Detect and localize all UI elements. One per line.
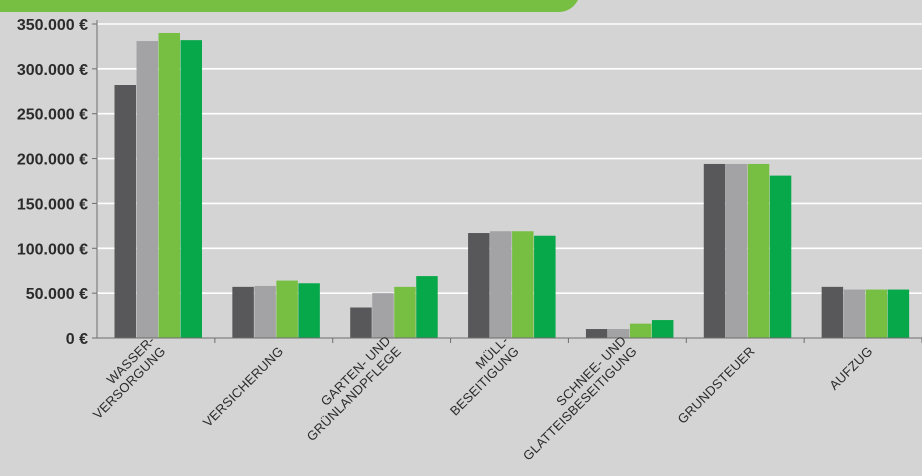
bar xyxy=(512,231,534,338)
bar xyxy=(468,233,490,338)
x-tick-label: GARTEN- UNDGRÜNLANDPFLEGE xyxy=(293,333,404,444)
bar xyxy=(180,40,202,339)
y-axis: 0 € 50.000 € 100.000 € 150.000 € 200.000 € 25… xyxy=(17,17,98,348)
bar xyxy=(821,286,844,338)
x-tick-label: VERSICHERUNG xyxy=(200,344,286,430)
x-tick-label: SCHNEE- UNDGLATTEISBESEITIGUNG xyxy=(509,333,639,463)
bar xyxy=(394,286,416,338)
x-tick-label: GRUNDSTEUER xyxy=(674,344,757,427)
bar xyxy=(490,231,512,338)
bar xyxy=(585,329,608,338)
y-tick-label: 100.000 € xyxy=(17,241,88,258)
bar xyxy=(416,276,438,338)
header-band xyxy=(0,0,578,12)
gridlines xyxy=(97,23,922,294)
y-tick-label: 200.000 € xyxy=(17,152,88,169)
bar xyxy=(769,175,792,338)
bar xyxy=(372,293,394,338)
y-tick-label: 250.000 € xyxy=(17,107,88,124)
bar xyxy=(725,163,748,338)
bar xyxy=(298,283,320,338)
bar xyxy=(534,235,556,338)
bars xyxy=(114,32,910,339)
bar xyxy=(651,320,674,338)
x-tick-label-line: GLATTEISBESEITIGUNG xyxy=(520,344,640,464)
y-tick-label: 0 € xyxy=(66,331,88,348)
bar xyxy=(254,285,276,338)
y-tick-label: 150.000 € xyxy=(17,196,88,213)
x-tick-label: WASSER-VERSORGUNG xyxy=(79,333,168,422)
x-axis: WASSER-VERSORGUNG VERSICHERUNG GARTEN- UND… xyxy=(79,333,922,463)
bar xyxy=(350,307,372,338)
y-tick-label: 300.000 € xyxy=(17,62,88,79)
bar xyxy=(703,163,726,338)
x-tick-label-line: GRÜNLANDPFLEGE xyxy=(304,343,405,444)
x-tick-label: AUFZUG xyxy=(826,344,875,393)
bar xyxy=(136,41,158,338)
bar xyxy=(607,329,630,338)
bar xyxy=(747,163,770,338)
y-tick-label: 350.000 € xyxy=(17,17,88,34)
x-tick-label-line: AUFZUG xyxy=(826,344,875,393)
y-tick-label: 50.000 € xyxy=(26,286,88,303)
bar xyxy=(158,32,180,338)
bar xyxy=(629,323,652,338)
x-tick-label-line: GRUNDSTEUER xyxy=(674,344,757,427)
bar xyxy=(843,289,866,338)
x-tick-label-line: VERSICHERUNG xyxy=(200,344,286,430)
x-tick-label: MÜLL-BESEITIGUNG xyxy=(436,333,522,419)
bar xyxy=(114,85,136,339)
bar xyxy=(276,280,298,338)
bar xyxy=(865,289,888,338)
bar xyxy=(887,289,910,338)
bar xyxy=(232,286,254,338)
